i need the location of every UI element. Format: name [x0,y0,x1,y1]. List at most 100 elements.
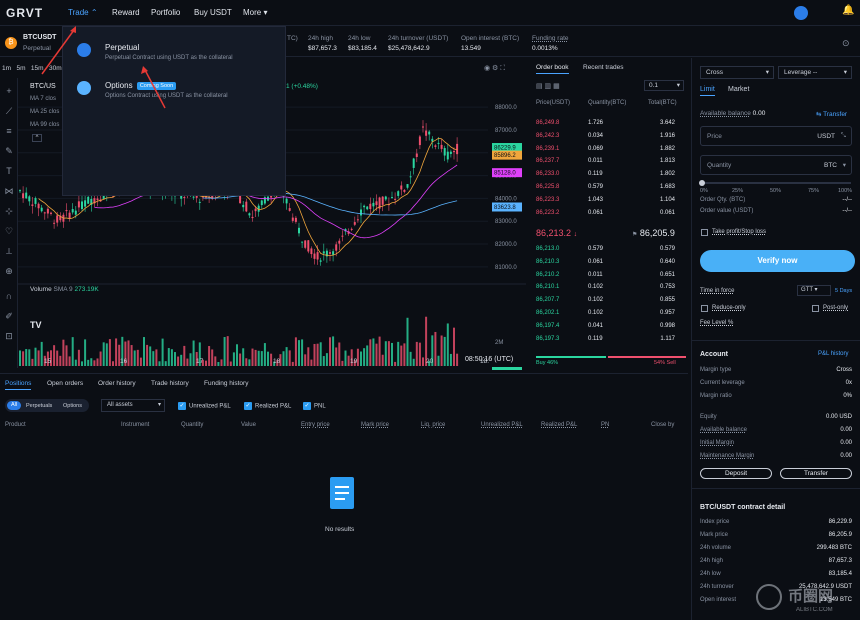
ask-row[interactable]: 86,237.7 0.011 1.813 [536,156,681,168]
tab-trade-history[interactable]: Trade history [151,380,189,387]
pattern-icon[interactable]: ⋈ [4,186,14,196]
volume-bar [149,346,152,366]
post-only-checkbox[interactable] [812,305,819,312]
bell-icon[interactable]: 🔔 [842,5,855,16]
deposit-button[interactable]: Deposit [700,468,772,479]
candle-body [260,200,263,206]
transfer-link[interactable]: ⇆ Transfer [816,111,848,118]
margin-mode-select[interactable]: Cross ▾ [700,66,774,79]
ruler-icon[interactable]: ⟂ [5,246,12,256]
candle-body [59,215,62,221]
quantity-field[interactable]: Quantity BTC ▾ [700,155,852,175]
pencil-lock-icon[interactable]: ✐ [5,311,13,321]
ask-row[interactable]: 86,249.8 1.726 3.642 [536,118,681,130]
verify-now-button[interactable]: Verify now [700,250,855,272]
ask-row[interactable]: 86,223.3 1.043 1.104 [536,195,681,207]
tab-recent-trades[interactable]: Recent trades [583,64,624,71]
trendline-icon[interactable]: ⟋ [5,106,13,116]
tab-open-orders[interactable]: Open orders [47,380,84,387]
tf-15m[interactable]: 15m [30,65,44,72]
nav-reward[interactable]: Reward [112,8,140,17]
filter-options[interactable]: Options [63,403,82,409]
tab-limit[interactable]: Limit [700,86,715,96]
ob-price: 86,233.0 [536,171,560,178]
candle-body [375,201,378,206]
volume-bar [260,351,263,366]
nav-portfolio[interactable]: Portfolio [151,8,181,17]
tpsl-checkbox[interactable] [701,229,708,236]
tf-30m[interactable]: 30m [48,65,62,72]
heart-icon[interactable]: ♡ [4,226,14,236]
time-tick: 18: [480,358,489,365]
ask-row[interactable]: 86,233.0 0.119 1.802 [536,169,681,181]
transfer-button[interactable]: Transfer [780,468,852,479]
avatar-icon[interactable] [794,6,808,20]
measure-icon[interactable]: ⊹ [5,206,13,216]
price-field[interactable]: Price USDT ⤡ [700,126,852,146]
bid-row[interactable]: 86,202.1 0.102 0.957 [536,308,681,320]
brush-icon[interactable]: ✎ [5,146,13,156]
bid-row[interactable]: 86,213.0 0.579 0.579 [536,244,681,256]
book-view-icons[interactable]: ▤ ▥ ▦ [536,83,560,90]
logo[interactable]: GRVT [6,6,44,20]
options-icon [77,81,91,95]
bid-row[interactable]: 86,197.4 0.041 0.998 [536,321,681,333]
slider-handle[interactable] [699,180,705,186]
grouping-select[interactable]: 0.1 ▾ [644,80,684,91]
tf-1m[interactable]: 1m [2,65,12,72]
ask-row[interactable]: 86,223.2 0.061 0.061 [536,208,681,220]
ob-price: 86,223.2 [536,209,560,216]
volume-bar [428,360,431,366]
collapse-legend-button[interactable]: ^ [32,134,42,142]
ask-row[interactable]: 86,239.1 0.069 1.882 [536,144,681,156]
tf-5m[interactable]: 5m [16,65,26,72]
bid-row[interactable]: 86,210.1 0.102 0.753 [536,282,681,294]
tab-market[interactable]: Market [728,86,750,93]
tab-order-book[interactable]: Order book [536,64,569,74]
volume-bar [62,339,65,366]
reduce-only-checkbox[interactable] [701,305,708,312]
filter-perpetuals[interactable]: Perpetuals [26,403,53,409]
text-icon[interactable]: T [6,166,12,176]
volume-bar [164,361,167,366]
nav-buy-usdt[interactable]: Buy USDT [194,8,232,17]
crosshair-icon[interactable]: + [6,86,12,96]
ob-price: 86,239.1 [536,145,560,152]
tab-funding-history[interactable]: Funding history [204,380,249,387]
volume-bar [319,342,322,366]
camera-icon[interactable]: ◉ ⚙ ⛶ [484,65,506,72]
assets-select[interactable]: All assets ▾ [101,399,165,412]
chart-pair: BTC/US [30,83,56,90]
volume-bar [217,361,220,366]
tif-days[interactable]: 5 Days [835,288,853,294]
ask-row[interactable]: 86,242.3 0.034 1.916 [536,131,681,143]
check-pnl[interactable]: ✓ PNL [303,402,326,410]
bid-row[interactable]: 86,210.2 0.011 0.651 [536,270,681,282]
pl-history-link[interactable]: P&L history [818,351,849,357]
menu-item-options[interactable]: Options Coming Soon [105,81,177,90]
bid-row[interactable]: 86,207.7 0.102 0.855 [536,295,681,307]
chevron-down-icon: ▾ [842,162,846,169]
tif-select[interactable]: GTT ▾ [797,285,831,296]
zoom-icon[interactable]: ⊕ [5,266,13,276]
filter-all[interactable]: All [7,401,21,410]
leverage-select[interactable]: Leverage -- ▾ [778,66,852,79]
check-unrealized[interactable]: ✓ Unrealized P&L [178,402,231,410]
bid-row[interactable]: 86,210.3 0.061 0.640 [536,257,681,269]
check-realized[interactable]: ✓ Realized P&L [244,402,292,410]
qty-slider[interactable] [701,182,851,184]
fee-level-link[interactable]: Fee Level % [700,320,734,326]
settings-icon[interactable]: ⊙ [842,38,850,48]
lock-icon[interactable]: ⊡ [5,331,13,341]
tab-positions[interactable]: Positions [5,380,32,390]
ask-row[interactable]: 86,225.8 0.579 1.683 [536,182,681,194]
magnet-icon[interactable]: ∩ [5,291,13,301]
tab-order-history[interactable]: Order history [98,380,136,387]
nav-trade[interactable]: Trade ⌃ [68,8,98,17]
candle-body [40,207,43,212]
symbol[interactable]: BTCUSDT [23,34,57,41]
nav-more[interactable]: More ▾ [243,8,268,17]
menu-item-perpetual[interactable]: Perpetual [105,43,140,52]
hline-icon[interactable]: ≡ [6,126,12,136]
bid-row[interactable]: 86,197.3 0.119 1.117 [536,334,681,346]
